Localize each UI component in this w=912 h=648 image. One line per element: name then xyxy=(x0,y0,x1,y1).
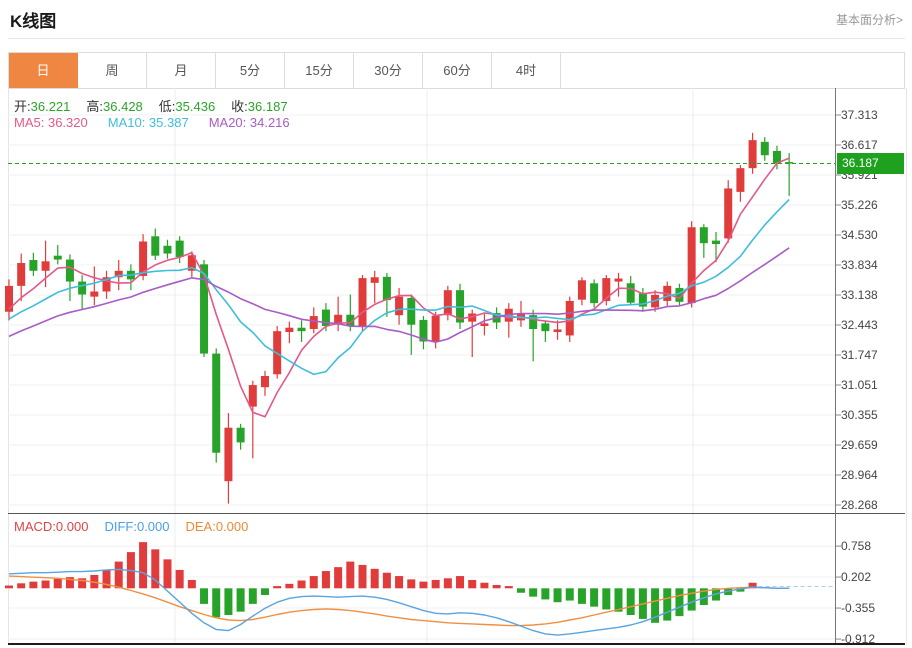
macd-readout: MACD:0.000 DIFF:0.000 DEA:0.000 xyxy=(14,519,248,534)
ohlc-readout: 开:36.221 高:36.428 低:35.436 收:36.187 xyxy=(14,96,288,115)
chart-bottom-border xyxy=(8,643,905,645)
ohlc-item-0: 开:36.221 xyxy=(14,99,71,114)
price-tick-9: 31.051 xyxy=(841,378,878,392)
price-tick-7: 32.443 xyxy=(841,317,878,332)
tab-period-5[interactable]: 30分 xyxy=(354,53,423,88)
price-tick-6: 33.138 xyxy=(841,288,878,303)
tab-period-4[interactable]: 15分 xyxy=(285,53,354,88)
ma-item-0: MA5: 36.320 xyxy=(14,115,88,130)
price-tick-10: 30.355 xyxy=(841,408,878,422)
macd-item-0: MACD:0.000 xyxy=(14,519,89,534)
price-tick-13: 28.268 xyxy=(841,498,878,512)
panel-divider xyxy=(8,513,905,514)
macd-tick-3: -0.912 xyxy=(841,632,876,647)
tab-period-1[interactable]: 周 xyxy=(78,53,147,88)
price-tick-4: 34.530 xyxy=(841,227,878,242)
macd-item-1: DIFF:0.000 xyxy=(104,519,170,534)
period-tab-bar: 日周月 5分 15分 30分 60分 4时 xyxy=(8,52,905,89)
price-tick-3: 35.226 xyxy=(841,197,878,212)
fundamental-analysis-link[interactable]: 基本面分析> xyxy=(835,13,903,27)
ma-item-2: MA20: 34.216 xyxy=(208,115,290,130)
tab-period-6[interactable]: 60分 xyxy=(423,53,492,88)
price-tick-0: 37.313 xyxy=(841,108,878,122)
macd-tick-0: 0.758 xyxy=(841,539,872,554)
title-divider xyxy=(8,38,905,39)
price-tick-1: 36.617 xyxy=(841,138,878,152)
chart-area xyxy=(8,88,907,645)
price-tick-11: 29.659 xyxy=(841,438,878,453)
ohlc-item-3: 收:36.187 xyxy=(231,99,288,114)
macd-tick-2: -0.355 xyxy=(841,601,876,616)
ma-item-1: MA10: 35.387 xyxy=(107,115,189,130)
current-price-badge: 36.187 xyxy=(837,153,904,174)
tab-period-3[interactable]: 5分 xyxy=(216,53,285,88)
tab-period-7[interactable]: 4时 xyxy=(492,53,561,88)
price-tick-12: 28.964 xyxy=(841,467,878,482)
ma-readout: MA5: 36.320 MA10: 35.387 MA20: 34.216 xyxy=(14,115,290,130)
tab-period-2[interactable]: 月 xyxy=(147,53,216,88)
macd-tick-1: 0.202 xyxy=(841,570,872,585)
macd-item-2: DEA:0.000 xyxy=(185,519,249,534)
ohlc-item-2: 低:35.436 xyxy=(158,99,216,114)
axis-border xyxy=(835,88,836,645)
page-title: K线图 xyxy=(10,12,57,31)
ohlc-item-1: 高:36.428 xyxy=(86,99,143,114)
price-tick-8: 31.747 xyxy=(841,347,878,362)
price-tick-5: 33.834 xyxy=(841,258,878,272)
tab-period-0[interactable]: 日 xyxy=(9,53,78,88)
